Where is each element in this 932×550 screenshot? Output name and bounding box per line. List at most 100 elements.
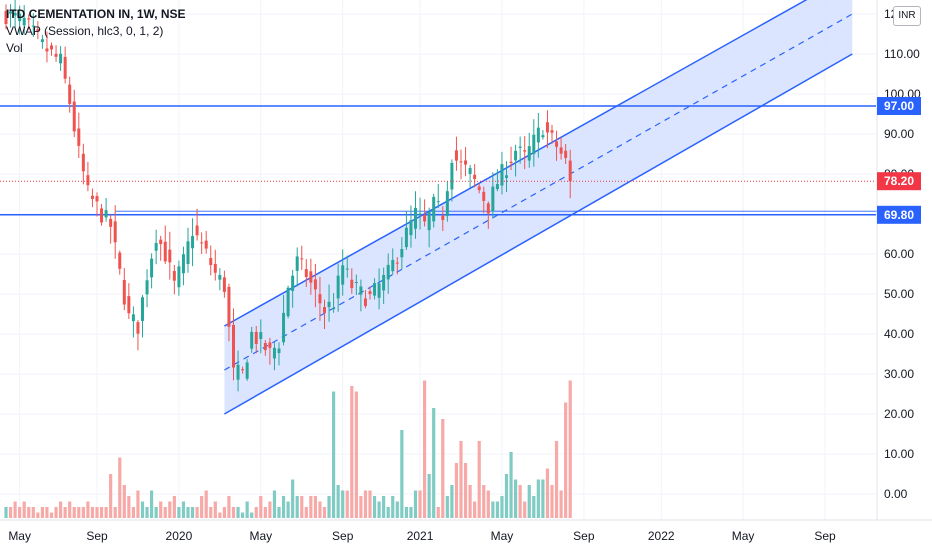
- candle-body: [313, 279, 317, 290]
- candle-body: [454, 150, 458, 161]
- volume-bar: [31, 507, 35, 518]
- volume-bar: [341, 490, 345, 518]
- volume-bar: [236, 507, 240, 518]
- volume-bar: [468, 485, 472, 518]
- regression-channel[interactable]: [224, 0, 853, 415]
- symbol-title[interactable]: ITD CEMENTATION IN, 1W, NSE: [6, 7, 186, 21]
- volume-bar: [59, 501, 63, 518]
- volume-bar: [200, 496, 204, 518]
- last-price-tag-label: 78.20: [884, 174, 914, 188]
- hline-price-tag[interactable]: 69.80: [877, 205, 921, 224]
- price-axis-label: 40.00: [884, 327, 914, 341]
- candle-body: [204, 240, 208, 249]
- candle-body: [395, 262, 399, 264]
- price-axis-label: 30.00: [884, 367, 914, 381]
- volume-bar: [322, 507, 327, 518]
- candle-body: [545, 122, 549, 133]
- volume-bar: [22, 501, 26, 518]
- candle-body: [386, 264, 390, 280]
- candle-body: [523, 150, 527, 152]
- candle-body: [391, 259, 395, 272]
- candle-body: [354, 282, 358, 284]
- candle-body: [427, 211, 431, 231]
- volume-bar: [491, 501, 495, 518]
- candle-body: [222, 277, 226, 292]
- candle-body: [54, 53, 58, 57]
- volume-bar: [550, 485, 554, 518]
- volume-bar: [272, 490, 277, 518]
- volume-bar: [291, 479, 295, 518]
- candle-body: [541, 135, 545, 138]
- candle-body: [568, 160, 572, 182]
- time-axis-label: Sep: [814, 529, 836, 543]
- volume-bar: [122, 485, 126, 518]
- volume-bar: [377, 501, 381, 518]
- volume-bar: [209, 507, 213, 518]
- time-axis-label: Sep: [573, 529, 595, 543]
- candle-body: [432, 196, 436, 222]
- candle-body: [505, 175, 508, 178]
- candle-body: [72, 101, 76, 132]
- hline-price-tag[interactable]: 97.00: [877, 97, 921, 115]
- volume-bar: [68, 501, 72, 518]
- channel-lower-line: [224, 53, 853, 415]
- candle-body: [564, 150, 568, 158]
- volume-bar: [241, 512, 245, 518]
- volume-bar: [40, 507, 44, 518]
- candle-body: [104, 210, 108, 218]
- vwap-indicator-label[interactable]: VWAP (Session, hlc3, 0, 1, 2): [6, 24, 164, 38]
- candle-body: [295, 256, 299, 271]
- volume-bar: [545, 468, 550, 518]
- volume-bar: [186, 507, 190, 518]
- candle-body: [254, 331, 258, 344]
- candle-body: [100, 208, 104, 223]
- candle-body: [300, 258, 304, 260]
- candle-body: [409, 220, 413, 236]
- volume-bar: [168, 501, 172, 518]
- time-axis-background: [0, 520, 932, 550]
- time-axis-label: 2020: [166, 529, 193, 543]
- volume-bar: [568, 380, 572, 518]
- candle-body: [555, 141, 559, 147]
- candle-body: [445, 191, 449, 217]
- price-axis-label: 0.00: [884, 487, 908, 501]
- candle-body: [150, 258, 154, 278]
- volume-bar: [559, 490, 563, 518]
- volume-bar: [409, 507, 413, 518]
- volume-bar: [63, 507, 67, 518]
- volume-bar: [304, 507, 308, 518]
- candle-body: [90, 195, 94, 199]
- volume-bar: [300, 496, 304, 518]
- last-price-tag[interactable]: 78.20: [877, 172, 921, 191]
- volume-bar: [527, 485, 531, 518]
- candle-body: [59, 53, 63, 64]
- volume-bar: [504, 474, 509, 518]
- volume-bar: [27, 507, 31, 518]
- candle-body: [473, 174, 477, 180]
- candle-body: [404, 227, 408, 248]
- currency-badge[interactable]: INR: [893, 6, 921, 26]
- candle-body: [550, 130, 554, 133]
- volume-bar: [95, 507, 99, 518]
- candle-body: [291, 275, 295, 291]
- candle-body: [272, 347, 276, 359]
- candle-body: [373, 283, 377, 296]
- time-axis-label: Sep: [332, 529, 354, 543]
- volume-bar: [159, 501, 163, 518]
- last-price-tag-bg: [877, 172, 921, 191]
- volume-bar: [131, 507, 135, 518]
- candle-body: [181, 254, 185, 274]
- candle-body: [22, 18, 26, 26]
- volume-bar: [190, 507, 195, 518]
- candle-body: [491, 186, 495, 212]
- candle-body: [382, 274, 386, 291]
- volume-bar: [313, 496, 317, 518]
- volume-bar: [90, 507, 95, 518]
- hline-price-tag-label: 69.80: [884, 208, 914, 222]
- volume-indicator-label[interactable]: Vol: [6, 41, 23, 55]
- price-axis-label: 10.00: [884, 447, 914, 461]
- volume-bar: [8, 507, 13, 518]
- volume-bar: [345, 490, 349, 518]
- candle-body: [168, 249, 172, 263]
